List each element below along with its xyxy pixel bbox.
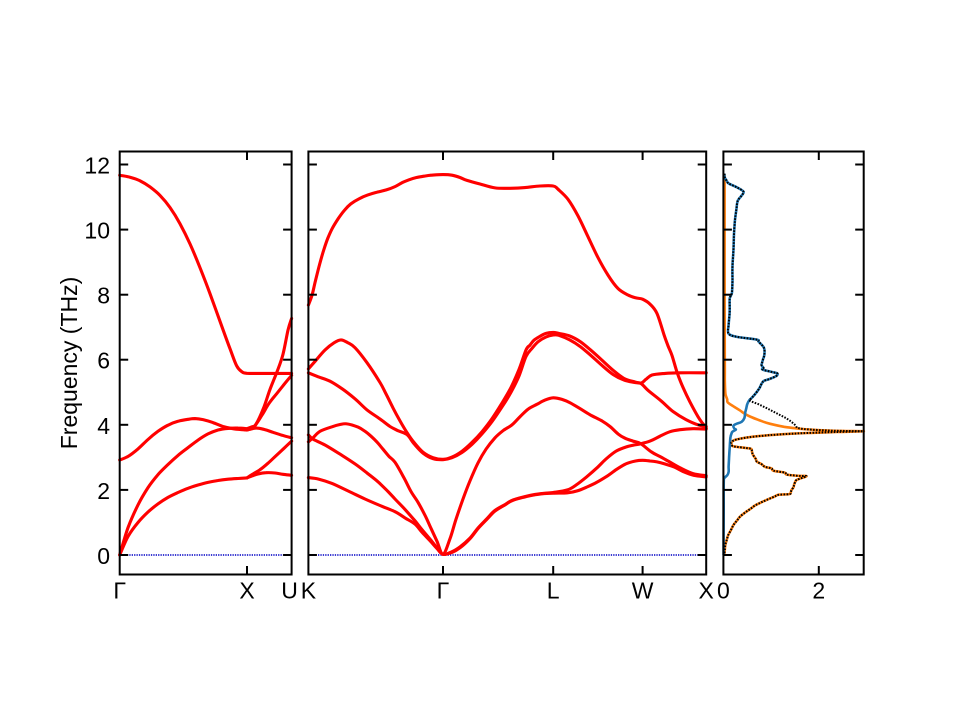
svg-text:X: X [239,578,254,604]
svg-text:4: 4 [97,413,110,439]
svg-text:12: 12 [84,153,110,179]
svg-text:Γ: Γ [113,578,126,604]
svg-text:X: X [699,578,714,604]
svg-text:2: 2 [812,578,825,604]
svg-text:0: 0 [717,578,730,604]
svg-text:L: L [547,578,560,604]
svg-text:Γ: Γ [437,578,450,604]
svg-text:10: 10 [84,218,110,244]
svg-text:2: 2 [97,478,110,504]
svg-text:W: W [632,578,654,604]
svg-text:8: 8 [97,283,110,309]
svg-text:6: 6 [97,348,110,374]
svg-text:K: K [301,578,317,604]
svg-text:Frequency (THz): Frequency (THz) [56,277,82,450]
svg-text:U: U [281,578,298,604]
svg-text:0: 0 [97,543,110,569]
